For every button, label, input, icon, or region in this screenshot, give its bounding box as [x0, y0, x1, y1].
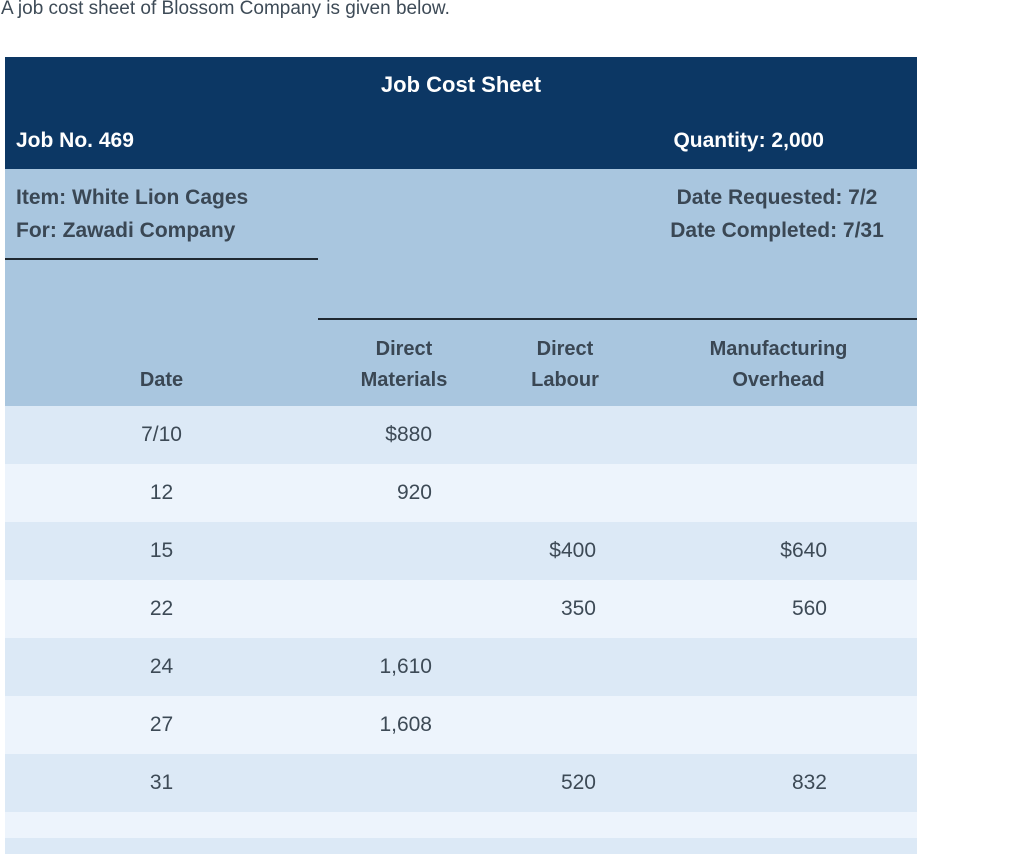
item-label: Item: White Lion Cages: [16, 186, 249, 209]
job-number: Job No. 469: [16, 128, 134, 152]
cell-date: 15: [149, 539, 174, 562]
spacer-row: [5, 260, 917, 320]
cell-date: 24: [149, 655, 174, 678]
cell-manufacturing-overhead: 832: [791, 771, 827, 794]
item-block: Item: White Lion Cages For: Zawadi Compa…: [16, 181, 248, 247]
table-row: 7/10 $880: [5, 406, 917, 464]
date-completed: Date Completed: 7/31: [670, 219, 884, 242]
column-header-direct-labour: Direct Labour: [531, 338, 599, 391]
cell-date: 27: [149, 713, 174, 736]
column-header-date: Date: [139, 369, 184, 391]
cell-date: 22: [149, 597, 174, 620]
cell-direct-materials: 1,610: [379, 655, 432, 678]
table-row: 24 1,610: [5, 638, 917, 696]
column-header-direct-materials: Direct Materials: [360, 338, 448, 391]
item-dates-row: Item: White Lion Cages For: Zawadi Compa…: [5, 169, 917, 260]
table-row: 31 520 832: [5, 754, 917, 812]
column-headers-row: Date Direct Materials Direct Labour Manu…: [5, 320, 917, 406]
sheet-title-row: Job Cost Sheet: [5, 57, 917, 112]
cell-direct-materials: 920: [396, 481, 432, 504]
cell-date: 7/10: [141, 423, 182, 446]
cell-direct-labour: $400: [549, 539, 596, 562]
cell-direct-labour: 350: [560, 597, 596, 620]
table-row: 27 1,608: [5, 696, 917, 754]
date-requested: Date Requested: 7/2: [676, 186, 878, 209]
empty-table-row: [5, 838, 917, 854]
quantity: Quantity: 2,000: [673, 128, 824, 152]
table-row: 22 350 560: [5, 580, 917, 638]
cell-date: 12: [149, 481, 174, 504]
sheet-title: Job Cost Sheet: [380, 71, 542, 97]
empty-table-row: [5, 812, 917, 838]
cell-direct-materials: $880: [385, 423, 432, 446]
cell-direct-materials: 1,608: [379, 713, 432, 736]
job-quantity-row: Job No. 469 Quantity: 2,000: [5, 112, 917, 169]
columns-top-rule: [318, 318, 917, 320]
column-header-manufacturing-overhead: Manufacturing Overhead: [709, 338, 848, 391]
for-label: For: Zawadi Company: [16, 219, 236, 242]
dates-block: Date Requested: 7/2 Date Completed: 7/31: [637, 181, 917, 247]
job-cost-sheet: Job Cost Sheet Job No. 469 Quantity: 2,0…: [5, 57, 917, 854]
cell-manufacturing-overhead: 560: [791, 597, 827, 620]
table-row: 15 $400 $640: [5, 522, 917, 580]
intro-text: A job cost sheet of Blossom Company is g…: [1, 0, 450, 19]
cell-date: 31: [149, 771, 174, 794]
table-row: 12 920: [5, 464, 917, 522]
cell-direct-labour: 520: [560, 771, 596, 794]
cell-manufacturing-overhead: $640: [780, 539, 827, 562]
left-underline-rule: [5, 258, 318, 260]
